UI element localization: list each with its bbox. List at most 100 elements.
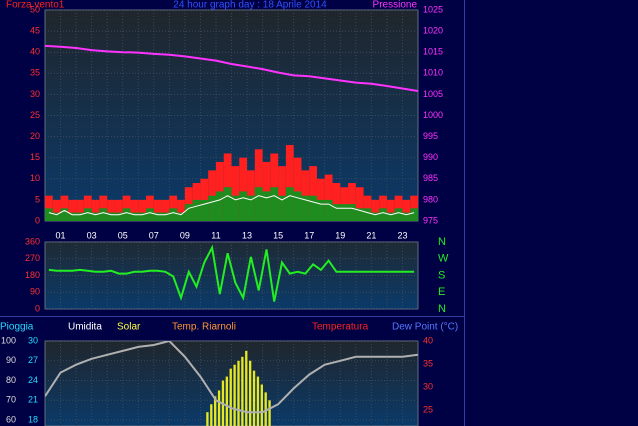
y2-tick-label: 1010 <box>423 68 443 78</box>
bar <box>245 350 248 426</box>
bar <box>355 208 364 221</box>
bar <box>301 195 310 221</box>
y-tick-label: 0 <box>35 303 40 313</box>
bar <box>386 199 395 221</box>
bar <box>208 195 216 221</box>
x-tick-label: 05 <box>118 230 128 240</box>
bar <box>184 204 193 221</box>
bar <box>91 199 100 221</box>
y-tick-label: 40 <box>30 47 40 57</box>
bar <box>214 396 217 426</box>
bar <box>316 199 325 221</box>
line <box>45 44 418 92</box>
bar <box>231 166 240 221</box>
bar <box>83 208 92 221</box>
x-tick-label: 01 <box>56 230 66 240</box>
bar <box>68 212 77 221</box>
bar <box>348 204 356 221</box>
y3-tick-label: 27 <box>28 355 38 365</box>
bar <box>114 199 123 221</box>
y2-tick-label: 985 <box>423 173 438 183</box>
y-tick-label: 45 <box>30 25 40 35</box>
y-tick-label: 180 <box>25 270 40 280</box>
y2-tick-label: 975 <box>423 215 438 225</box>
y2-tick-label: N <box>438 303 446 315</box>
bar <box>340 204 349 221</box>
y2-tick-label: 995 <box>423 131 438 141</box>
bar <box>99 208 108 221</box>
y2-tick-label: 30 <box>423 381 433 391</box>
y-tick-label: 50 <box>30 4 40 14</box>
bar <box>233 364 236 426</box>
bar <box>223 153 232 221</box>
bar <box>122 208 131 221</box>
bar <box>324 199 333 221</box>
y2-tick-label: 1000 <box>423 110 443 120</box>
line <box>48 195 415 216</box>
y-tick-label: 90 <box>6 355 16 365</box>
chart-title: 24 hour graph day : 18 Aprile 2014 <box>173 0 327 11</box>
y-tick-label: 60 <box>6 414 16 424</box>
bar <box>153 199 162 221</box>
bar <box>177 212 185 221</box>
bar <box>52 212 61 221</box>
bar <box>285 187 294 221</box>
bar <box>348 183 356 221</box>
y-tick-label: 100 <box>1 335 16 345</box>
bar <box>256 376 260 426</box>
y-axis-label: Forza vento1 <box>6 0 65 11</box>
y2-tick-label: 40 <box>423 335 433 345</box>
bar <box>410 208 418 221</box>
bar <box>138 199 147 221</box>
y3-tick-label: 21 <box>28 395 38 405</box>
bar <box>146 208 154 221</box>
bar <box>309 166 317 221</box>
y2-tick-label: 1025 <box>423 4 443 14</box>
legend-label: Pioggia <box>0 322 34 333</box>
y-tick-label: 360 <box>25 236 40 246</box>
bar <box>229 368 232 426</box>
y-tick-label: 20 <box>30 131 40 141</box>
bar <box>52 199 61 221</box>
x-tick-label: 21 <box>366 230 376 240</box>
bar <box>76 212 84 221</box>
bar <box>107 199 115 221</box>
bar <box>262 191 271 221</box>
x-tick-label: 15 <box>273 230 283 240</box>
line <box>48 244 415 302</box>
bar <box>45 208 53 221</box>
y-tick-label: 70 <box>6 395 16 405</box>
bar <box>60 208 69 221</box>
bar <box>192 199 201 221</box>
y-tick-label: 10 <box>30 173 40 183</box>
bar <box>169 208 178 221</box>
bar <box>278 195 286 221</box>
x-tick-label: 23 <box>397 230 407 240</box>
y3-tick-label: 24 <box>28 375 38 385</box>
bar <box>285 145 294 221</box>
legend-label: Solar <box>117 322 141 333</box>
bar <box>130 199 139 221</box>
bar <box>107 212 115 221</box>
bar <box>355 187 364 221</box>
plot-layer <box>45 242 418 309</box>
legend-label: Temp. Riarnoli <box>172 322 236 333</box>
bar <box>324 174 333 221</box>
bar <box>68 199 77 221</box>
y2-tick-label: 980 <box>423 194 438 204</box>
x-tick-label: 03 <box>87 230 97 240</box>
line <box>45 341 418 414</box>
y2-tick-label: 25 <box>423 404 433 414</box>
plot-layer <box>45 10 418 221</box>
x-tick-label: 09 <box>180 230 190 240</box>
bar <box>402 212 411 221</box>
bar <box>252 370 256 426</box>
y-tick-label: 5 <box>35 194 40 204</box>
y2-tick-label: 1020 <box>423 25 443 35</box>
bar <box>278 166 286 221</box>
x-tick-label: 13 <box>242 230 252 240</box>
x-tick-label: 07 <box>149 230 159 240</box>
y2-tick-label: 35 <box>423 358 433 368</box>
bar <box>402 199 411 221</box>
x-tick-label: 17 <box>304 230 314 240</box>
